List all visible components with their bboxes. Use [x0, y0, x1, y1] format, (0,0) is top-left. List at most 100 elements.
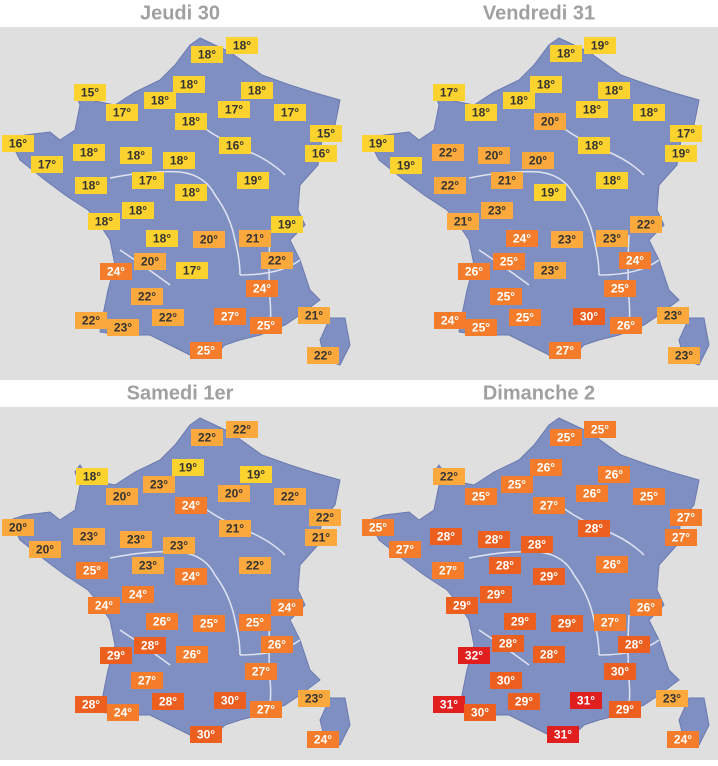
temp-label: 18° [583, 103, 601, 117]
temp-label: 16° [9, 137, 27, 151]
temp-label: 24° [278, 601, 296, 615]
temp-box [533, 497, 565, 514]
temp-box [120, 531, 152, 548]
temp-label: 22° [159, 311, 177, 325]
temp-box [152, 693, 184, 710]
temp-label: 28° [496, 559, 514, 573]
temp-box [434, 312, 466, 329]
temp-label: 18° [83, 470, 101, 484]
temp-label: 23° [170, 539, 188, 553]
temp-box [226, 421, 258, 438]
temp-box [239, 230, 271, 247]
temp-label: 17° [225, 103, 243, 117]
temp-box [298, 307, 330, 324]
temp-label: 22° [82, 314, 100, 328]
temp-label: 27° [252, 665, 270, 679]
region-line [468, 170, 600, 276]
temp-label: 25° [497, 290, 515, 304]
temp-label: 26° [153, 615, 171, 629]
temp-label: 25° [611, 282, 629, 296]
temp-box [73, 528, 105, 545]
temp-box [191, 46, 223, 63]
temp-label: 19° [591, 39, 609, 53]
temp-label: 18° [80, 146, 98, 160]
temp-label: 18° [510, 94, 528, 108]
temp-box [134, 637, 166, 654]
temp-label: 27° [556, 344, 574, 358]
temp-box [490, 288, 522, 305]
temp-box [239, 614, 271, 631]
temp-label: 22° [281, 490, 299, 504]
temp-label: 18° [233, 39, 251, 53]
temp-box [310, 125, 342, 142]
temp-box [274, 104, 306, 121]
temp-label: 31° [440, 698, 458, 712]
temp-label: 29° [540, 570, 558, 584]
temp-box [219, 137, 251, 154]
temp-label: 22° [314, 349, 332, 363]
temp-label: 25° [591, 423, 609, 437]
temp-box [665, 145, 697, 162]
temp-box [75, 312, 107, 329]
temp-label: 24° [513, 232, 531, 246]
temp-box [596, 230, 628, 247]
temp-box [250, 701, 282, 718]
temp-box [309, 509, 341, 526]
temp-box [508, 693, 540, 710]
temp-label: 24° [314, 733, 332, 747]
temp-box [547, 726, 579, 743]
temp-label: 23° [127, 533, 145, 547]
temp-box [550, 45, 582, 62]
temp-label: 26° [537, 461, 555, 475]
temp-box [578, 520, 610, 537]
temp-box [120, 147, 152, 164]
temp-label: 30° [471, 706, 489, 720]
temp-label: 17° [440, 86, 458, 100]
temp-label: 21° [454, 215, 472, 229]
temp-box [218, 485, 250, 502]
temp-label: 23° [675, 349, 693, 363]
temp-label: 29° [107, 649, 125, 663]
temp-label: 17° [139, 174, 157, 188]
temp-box [656, 690, 688, 707]
temp-label: 23° [80, 530, 98, 544]
temp-label: 26° [183, 648, 201, 662]
temp-box [190, 342, 222, 359]
panel-title: Dimanche 2 [483, 382, 595, 404]
temp-label: 23° [114, 321, 132, 335]
temp-label: 19° [672, 147, 690, 161]
temp-label: 25° [200, 617, 218, 631]
temp-box [618, 636, 650, 653]
temp-box [307, 347, 339, 364]
temp-box [134, 253, 166, 270]
temp-box [241, 82, 273, 99]
temp-box [670, 125, 702, 142]
temp-box [668, 347, 700, 364]
temp-label: 26° [617, 319, 635, 333]
temp-label: 19° [369, 137, 387, 151]
temp-box [245, 663, 277, 680]
temp-label: 23° [603, 232, 621, 246]
panel-title: Samedi 1er [127, 382, 234, 404]
temp-label: 18° [82, 179, 100, 193]
temp-box [100, 263, 132, 280]
temp-box [146, 230, 178, 247]
temp-label: 18° [198, 48, 216, 62]
temp-box [630, 599, 662, 616]
temp-label: 26° [605, 468, 623, 482]
temp-label: 19° [247, 468, 265, 482]
temp-box [2, 519, 34, 536]
temp-label: 25° [516, 311, 534, 325]
temp-box [250, 317, 282, 334]
temp-label: 29° [487, 588, 505, 602]
temp-box [584, 37, 616, 54]
temp-label: 22° [637, 218, 655, 232]
temp-label: 15° [317, 127, 335, 141]
temp-label: 25° [500, 255, 518, 269]
temp-box [175, 497, 207, 514]
temp-box [88, 213, 120, 230]
temp-label: 21° [246, 232, 264, 246]
temp-label: 19° [244, 174, 262, 188]
temp-label: 15° [81, 86, 99, 100]
temp-box [596, 172, 628, 189]
